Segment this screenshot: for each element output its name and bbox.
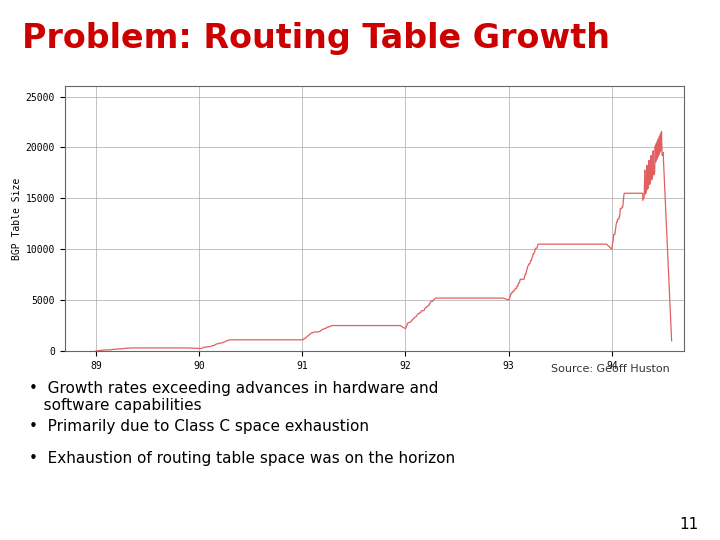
Text: •  Growth rates exceeding advances in hardware and
   software capabilities: • Growth rates exceeding advances in har… <box>29 381 438 413</box>
Text: Problem: Routing Table Growth: Problem: Routing Table Growth <box>22 22 610 55</box>
Text: •  Primarily due to Class C space exhaustion: • Primarily due to Class C space exhaust… <box>29 418 369 434</box>
Text: 11: 11 <box>679 517 698 532</box>
Text: Source: Geoff Huston: Source: Geoff Huston <box>551 364 670 375</box>
Y-axis label: BGP Table Size: BGP Table Size <box>12 178 22 260</box>
Text: •  Exhaustion of routing table space was on the horizon: • Exhaustion of routing table space was … <box>29 451 455 466</box>
